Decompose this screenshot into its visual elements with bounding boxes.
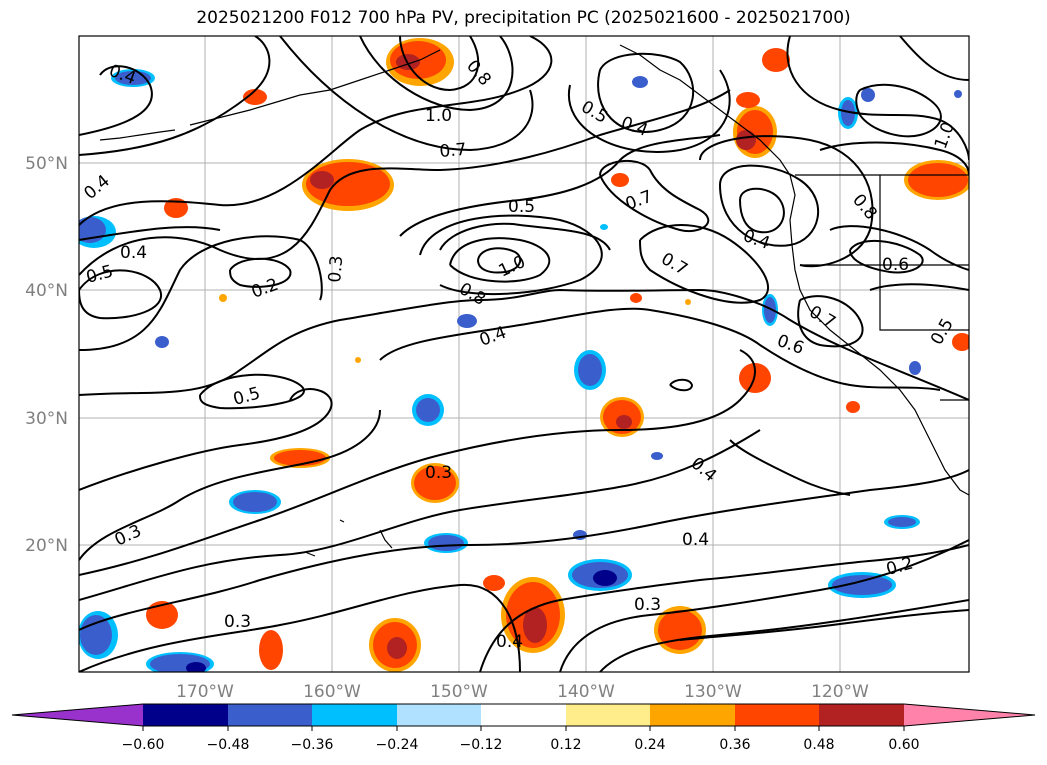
contour-label: 0.4 xyxy=(496,632,523,652)
precip-blob xyxy=(630,293,642,303)
colorbar-tick-label: −0.60 xyxy=(122,737,165,753)
contour-labels: 0.4 0.8 1.0 0.5 0.4 0.7 0.4 0.5 0.7 0.4 … xyxy=(80,56,959,652)
precip-blob xyxy=(259,630,283,670)
contour-label: 0.3 xyxy=(634,595,661,615)
colorbar-segment xyxy=(650,704,735,726)
precip-blob xyxy=(424,533,468,553)
colorbar-segment xyxy=(735,704,819,726)
colorbar-tick-label: 0.60 xyxy=(888,737,919,753)
colorbar-segment xyxy=(566,704,650,726)
lat-label: 50°N xyxy=(25,154,68,174)
lon-label: 150°W xyxy=(430,682,488,702)
contour-label: 0.4 xyxy=(682,530,709,550)
map-area xyxy=(79,36,969,672)
precip-blob xyxy=(386,38,454,86)
precip-blob xyxy=(909,361,921,375)
precip-blob xyxy=(229,490,281,514)
colorbar-tick-label: 0.12 xyxy=(550,737,581,753)
contour-label: 0.3 xyxy=(224,612,251,632)
colorbar-tick-label: 0.48 xyxy=(803,737,834,753)
lon-label: 130°W xyxy=(684,682,742,702)
lon-label: 120°W xyxy=(811,682,869,702)
map-border xyxy=(78,35,970,673)
contour-label: 1.0 xyxy=(425,106,452,126)
precip-blob xyxy=(568,559,632,591)
precip-blob xyxy=(155,336,169,348)
precip-blob xyxy=(762,48,790,72)
precip-blob xyxy=(164,198,188,218)
precip-negative-areas xyxy=(79,69,962,672)
precip-positive-areas xyxy=(146,38,969,672)
precip-blob xyxy=(219,294,227,302)
contour-label: 0.3 xyxy=(325,255,347,284)
precip-blob xyxy=(632,76,648,88)
latitude-labels: 50°N 40°N 30°N 20°N xyxy=(25,154,68,556)
precip-blob xyxy=(501,577,565,653)
precip-blob xyxy=(762,294,778,326)
colorbar-segment xyxy=(228,704,312,726)
precip-blob xyxy=(736,92,760,108)
colorbar: −0.60 −0.48 −0.36 −0.24 −0.12 0.12 0.24 … xyxy=(11,703,1036,753)
coastlines xyxy=(99,44,969,557)
colorbar-segment xyxy=(904,704,1035,726)
precip-blob xyxy=(611,173,629,187)
colorbar-segment xyxy=(312,704,397,726)
colorbar-tick-label: 0.36 xyxy=(719,737,750,753)
lat-label: 30°N xyxy=(25,409,68,429)
colorbar-segment xyxy=(397,704,481,726)
lat-label: 40°N xyxy=(25,281,68,301)
precip-blob xyxy=(600,224,608,230)
precip-blob xyxy=(884,515,920,529)
precip-blob xyxy=(355,357,361,363)
precip-blob xyxy=(483,575,505,591)
precip-blob xyxy=(904,160,969,200)
precip-blob xyxy=(828,572,896,598)
colorbar-tick-label: −0.48 xyxy=(207,737,250,753)
lat-label: 20°N xyxy=(25,536,68,556)
precip-blob xyxy=(838,97,858,129)
lon-label: 140°W xyxy=(557,682,615,702)
contour-label: 0.6 xyxy=(882,255,909,275)
precip-blob xyxy=(146,601,178,629)
colorbar-segment xyxy=(819,704,904,726)
precip-blob xyxy=(369,618,421,672)
colorbar-tick-label: −0.12 xyxy=(460,737,503,753)
precip-blob xyxy=(685,299,691,305)
contour-label: 0.4 xyxy=(120,243,147,263)
contour-label: 0.3 xyxy=(425,463,452,483)
colorbar-tick-label: −0.36 xyxy=(291,737,334,753)
longitude-labels: 170°W 160°W 150°W 140°W 130°W 120°W xyxy=(176,682,869,702)
precip-blob xyxy=(952,333,969,351)
contour-label: 0.5 xyxy=(508,197,535,217)
plot-title: 2025021200 F012 700 hPa PV, precipitatio… xyxy=(196,8,851,28)
precip-blob xyxy=(846,401,860,413)
precip-blob xyxy=(411,463,459,503)
precip-blob xyxy=(146,652,214,672)
precip-blob xyxy=(651,452,663,460)
pv-contours xyxy=(79,36,969,672)
lon-label: 170°W xyxy=(176,682,234,702)
precip-blob xyxy=(412,394,444,426)
precip-blob xyxy=(243,89,267,105)
colorbar-tick-label: −0.24 xyxy=(376,737,419,753)
lon-label: 160°W xyxy=(303,682,361,702)
precip-blob xyxy=(861,88,875,102)
colorbar-segment xyxy=(12,704,143,726)
colorbar-segment xyxy=(143,704,228,726)
precip-blob xyxy=(600,397,644,437)
colorbar-tick-label: 0.24 xyxy=(634,737,665,753)
precip-blob xyxy=(574,350,606,390)
contour-label: 0.7 xyxy=(439,140,468,162)
precip-blob xyxy=(733,106,777,158)
gridlines xyxy=(79,36,969,672)
precip-blob xyxy=(954,90,962,98)
precip-blob xyxy=(457,314,477,328)
colorbar-segment xyxy=(481,704,566,726)
